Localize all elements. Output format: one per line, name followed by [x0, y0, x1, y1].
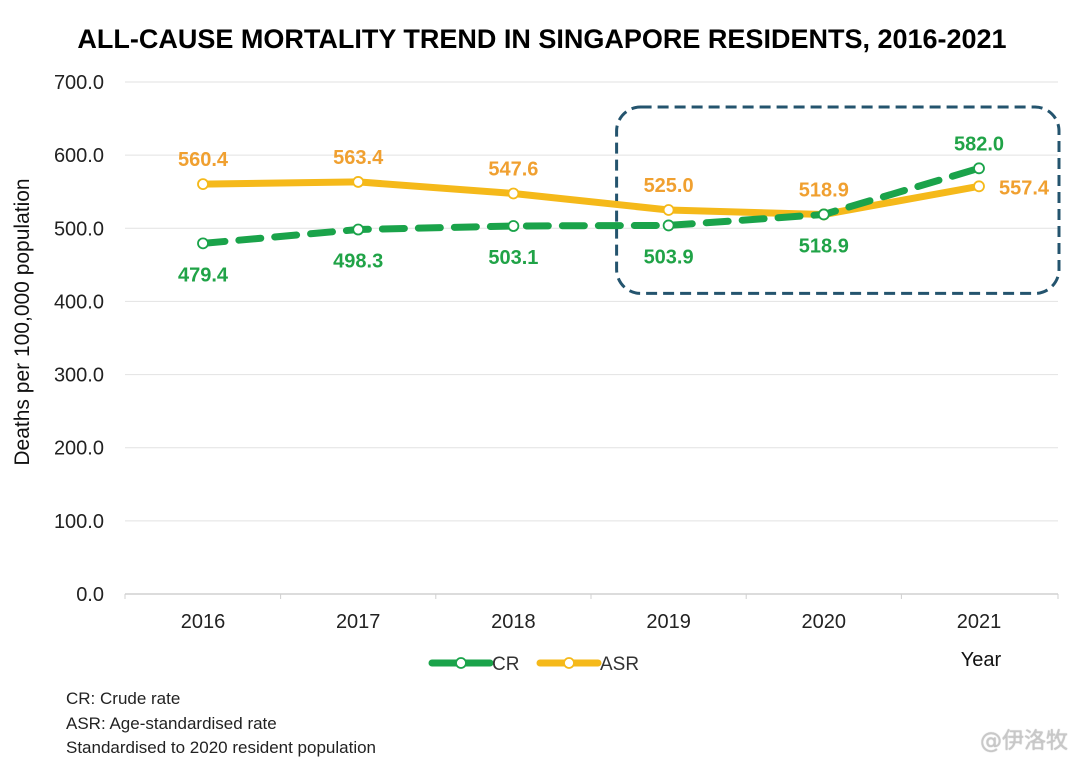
- y-axis-label: Deaths per 100,000 population: [11, 178, 34, 465]
- note-asr: ASR: Age-standardised rate: [66, 713, 277, 733]
- data-label-asr: 547.6: [488, 158, 538, 180]
- data-label-cr: 498.3: [333, 251, 383, 273]
- data-point-asr: [973, 180, 985, 193]
- data-label-asr: 557.4: [999, 177, 1050, 199]
- x-tick-label: 2020: [802, 611, 847, 633]
- x-tick-label: 2018: [491, 611, 536, 633]
- highlight-box: [615, 105, 1061, 295]
- gridlines: [125, 81, 1058, 595]
- y-tick-label: 500.0: [54, 218, 104, 240]
- data-label-cr: 518.9: [799, 235, 849, 257]
- data-labels: 479.4 498.3 503.1 503.9 518.9 582.0 560.4 563.4…: [178, 133, 1050, 286]
- data-label-cr: 503.1: [488, 247, 538, 269]
- x-tick-label: 2016: [181, 611, 226, 633]
- data-point-asr: [507, 187, 520, 200]
- note-cr: CR: Crude rate: [66, 689, 181, 708]
- chart-title: ALL-CAUSE MORTALITY TREND IN SINGAPORE R…: [77, 24, 1006, 54]
- legend-marker-cr: [455, 657, 467, 669]
- y-tick-label: 200.0: [54, 438, 104, 460]
- x-axis-label: Year: [961, 649, 1002, 671]
- legend: CR ASR: [428, 654, 639, 675]
- x-axis-ticks: 2016 2017 2018 2019 2020 2021: [124, 594, 1059, 633]
- data-label-asr: 518.9: [799, 179, 849, 201]
- highlight-box-border: [615, 105, 1061, 295]
- data-point-asr: [197, 178, 209, 191]
- series-layer: [197, 162, 985, 250]
- watermark: @伊洛牧: [979, 729, 1068, 754]
- legend-label-cr: CR: [492, 654, 519, 675]
- x-tick-label: 2017: [336, 611, 381, 633]
- data-label-cr: 582.0: [954, 133, 1004, 155]
- x-tick-label: 2019: [646, 611, 691, 633]
- data-label-asr: 525.0: [644, 175, 694, 197]
- data-label-cr: 479.4: [178, 264, 229, 286]
- x-tick-label: 2021: [957, 611, 1002, 633]
- data-label-asr: 560.4: [178, 149, 229, 171]
- y-tick-label: 400.0: [54, 291, 104, 313]
- data-point-cr: [973, 162, 985, 175]
- data-point-cr: [352, 223, 365, 236]
- footnotes: CR: Crude rate ASR: Age-standardised rat…: [66, 687, 376, 761]
- data-point-asr: [352, 176, 365, 188]
- note-standardisation: Standardised to 2020 resident population: [66, 738, 377, 757]
- data-label-cr: 503.9: [644, 246, 694, 268]
- data-label-asr: 563.4: [333, 147, 384, 169]
- y-tick-label: 300.0: [54, 365, 104, 387]
- legend-label-asr: ASR: [600, 654, 639, 675]
- y-tick-label: 0.0: [76, 584, 104, 606]
- y-tick-label: 700.0: [54, 72, 104, 94]
- y-tick-label: 100.0: [54, 511, 104, 533]
- chart: ALL-CAUSE MORTALITY TREND IN SINGAPORE R…: [11, 24, 1061, 675]
- data-point-cr: [817, 208, 830, 221]
- series-line-cr: [199, 164, 983, 247]
- data-point-cr: [197, 237, 209, 250]
- data-point-asr: [662, 204, 675, 216]
- series-line-asr: [199, 178, 983, 218]
- data-point-cr: [507, 220, 520, 232]
- y-tick-label: 600.0: [54, 145, 104, 167]
- legend-marker-asr: [563, 657, 575, 669]
- y-axis-ticks: 0.0 100.0 200.0 300.0 400.0 500.0 600.0 700.0: [54, 72, 104, 606]
- data-point-cr: [662, 219, 675, 232]
